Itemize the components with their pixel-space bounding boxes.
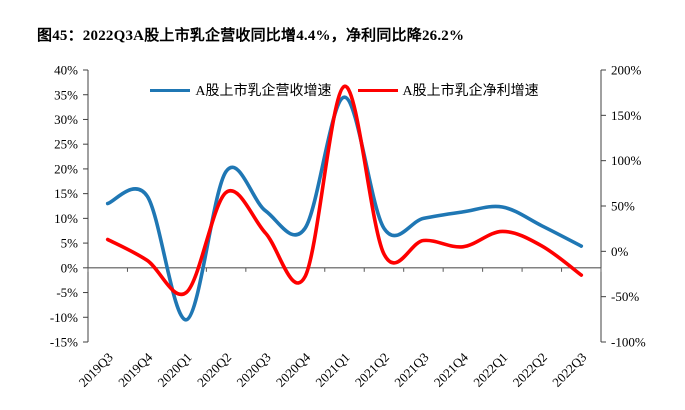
y-axis-left-label: 25% xyxy=(54,137,78,152)
x-axis-label: 2019Q4 xyxy=(115,349,156,390)
y-axis-left-label: -10% xyxy=(50,310,78,325)
y-axis-right-label: -100% xyxy=(611,335,646,350)
x-axis-label: 2021Q3 xyxy=(391,350,431,390)
y-axis-left-label: -5% xyxy=(56,285,78,300)
y-axis-right-label: 200% xyxy=(611,63,642,78)
x-axis-label: 2022Q1 xyxy=(470,350,510,390)
x-axis-label: 2022Q3 xyxy=(549,350,589,390)
y-axis-right-label: 0% xyxy=(611,244,629,259)
y-axis-left-label: -15% xyxy=(50,335,78,350)
x-axis-label: 2019Q3 xyxy=(76,350,116,390)
x-axis-label: 2022Q2 xyxy=(510,350,550,390)
x-axis-label: 2020Q1 xyxy=(155,350,195,390)
y-axis-left-label: 15% xyxy=(54,186,78,201)
y-axis-left-label: 30% xyxy=(54,112,78,127)
x-axis-label: 2020Q2 xyxy=(194,350,234,390)
x-axis-label: 2020Q4 xyxy=(273,349,314,390)
y-axis-right-label: 100% xyxy=(611,153,642,168)
y-axis-left-label: 40% xyxy=(54,63,78,78)
y-axis-left-label: 10% xyxy=(54,211,78,226)
y-axis-left-label: 35% xyxy=(54,87,78,102)
net-profit-growth-line xyxy=(105,84,584,297)
y-axis-left-label: 20% xyxy=(54,161,78,176)
y-axis-left-label: 5% xyxy=(61,236,79,251)
revenue-growth-line xyxy=(105,95,584,322)
x-axis-label: 2021Q4 xyxy=(431,349,472,390)
x-axis-label: 2021Q1 xyxy=(312,350,352,390)
y-axis-right-label: -50% xyxy=(611,289,639,304)
x-axis-label: 2020Q3 xyxy=(233,350,273,390)
y-axis-right-label: 50% xyxy=(611,199,635,214)
y-axis-left-label: 0% xyxy=(61,260,79,275)
y-axis-right-label: 150% xyxy=(611,108,642,123)
chart-title: 图45：2022Q3A股上市乳企营收同比增4.4%，净利同比降26.2% xyxy=(37,28,465,44)
x-axis-label: 2021Q2 xyxy=(352,350,392,390)
